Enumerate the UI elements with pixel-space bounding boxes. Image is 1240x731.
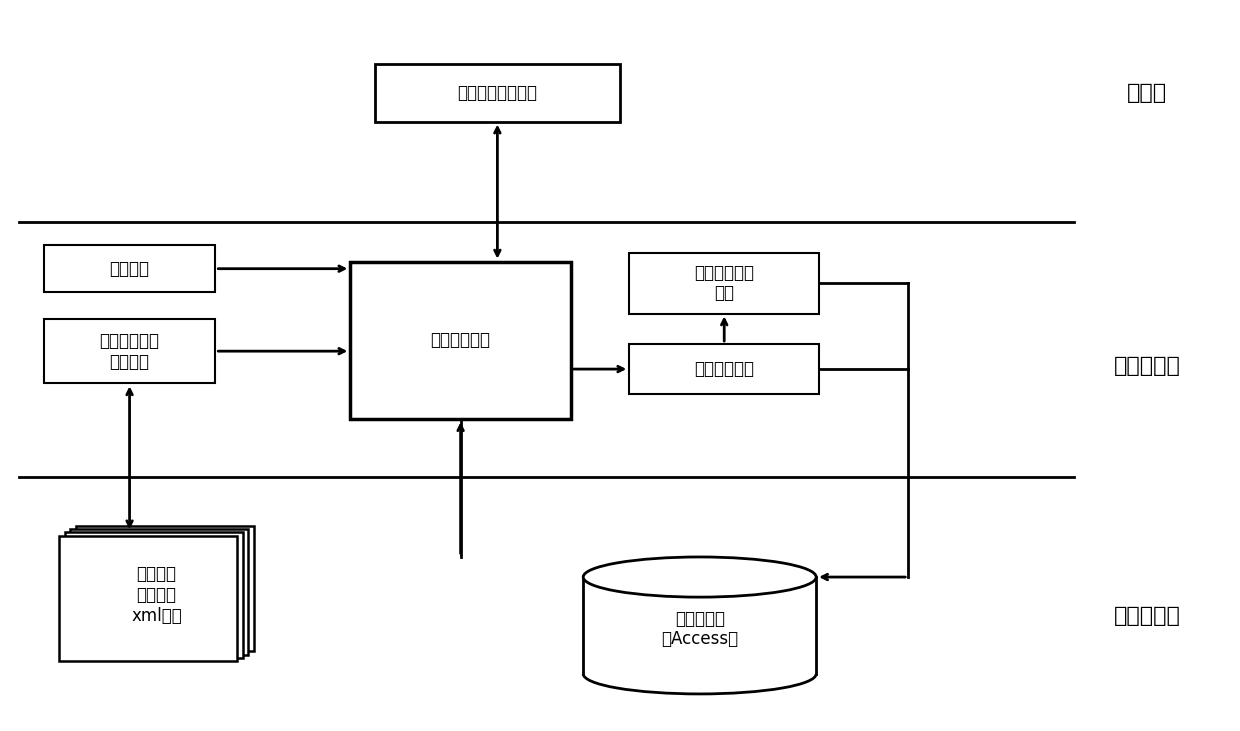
Text: 案例重用策略: 案例重用策略: [694, 360, 754, 378]
Text: 案例推理模块: 案例推理模块: [430, 331, 491, 349]
Text: 案例推理
引擎配置
xml文件: 案例推理 引擎配置 xml文件: [131, 565, 182, 625]
FancyBboxPatch shape: [66, 532, 243, 658]
Text: 案例推理引擎
配置模块: 案例推理引擎 配置模块: [99, 332, 160, 371]
FancyBboxPatch shape: [374, 64, 620, 121]
FancyBboxPatch shape: [629, 252, 820, 314]
Ellipse shape: [583, 557, 816, 597]
FancyBboxPatch shape: [71, 529, 248, 655]
Text: 故障案例管理
模块: 故障案例管理 模块: [694, 264, 754, 303]
Text: 数据服务层: 数据服务层: [1114, 607, 1180, 626]
FancyBboxPatch shape: [60, 536, 237, 662]
Text: 案例数据库
（Access）: 案例数据库 （Access）: [661, 610, 738, 648]
FancyBboxPatch shape: [350, 262, 570, 420]
FancyBboxPatch shape: [76, 526, 254, 651]
Text: 表示层: 表示层: [1127, 83, 1167, 103]
Text: 应用逻辑层: 应用逻辑层: [1114, 355, 1180, 376]
Text: 用户图形界面模块: 用户图形界面模块: [458, 84, 537, 102]
FancyBboxPatch shape: [43, 246, 216, 292]
FancyBboxPatch shape: [629, 344, 820, 394]
Text: 输入案例: 输入案例: [109, 260, 150, 278]
FancyBboxPatch shape: [43, 319, 216, 384]
FancyBboxPatch shape: [583, 577, 816, 674]
